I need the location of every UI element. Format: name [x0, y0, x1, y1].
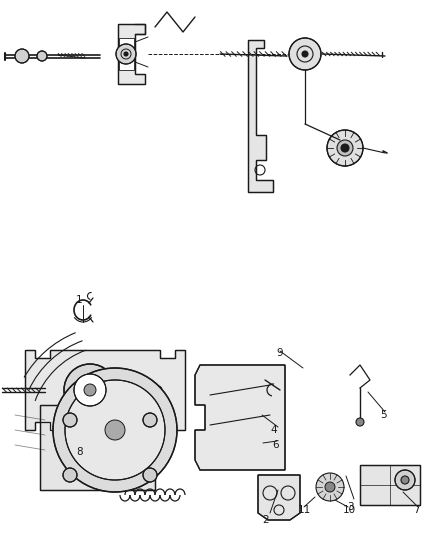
Circle shape	[341, 144, 349, 152]
Polygon shape	[195, 365, 285, 470]
Text: 11: 11	[298, 505, 311, 515]
Circle shape	[302, 51, 308, 57]
Text: 3: 3	[347, 502, 353, 512]
Polygon shape	[25, 350, 185, 430]
Text: 7: 7	[413, 505, 420, 515]
Text: 1: 1	[76, 295, 83, 305]
Circle shape	[64, 364, 116, 416]
Text: 10: 10	[343, 505, 356, 515]
Circle shape	[116, 44, 136, 64]
Text: 2: 2	[262, 515, 268, 525]
Circle shape	[316, 473, 344, 501]
Circle shape	[356, 418, 364, 426]
Polygon shape	[248, 40, 273, 192]
Polygon shape	[119, 38, 134, 70]
Circle shape	[53, 368, 177, 492]
Circle shape	[124, 52, 128, 56]
Circle shape	[63, 413, 77, 427]
Polygon shape	[40, 405, 155, 490]
Polygon shape	[118, 24, 145, 84]
Circle shape	[74, 374, 106, 406]
Circle shape	[84, 384, 96, 396]
Text: 8: 8	[76, 447, 83, 457]
Circle shape	[401, 476, 409, 484]
Text: 6: 6	[272, 440, 279, 450]
Circle shape	[325, 482, 335, 492]
Circle shape	[395, 470, 415, 490]
Circle shape	[105, 420, 125, 440]
Circle shape	[15, 49, 29, 63]
Circle shape	[63, 468, 77, 482]
Text: 4: 4	[270, 425, 277, 435]
Circle shape	[337, 140, 353, 156]
Text: 9: 9	[276, 348, 283, 358]
Circle shape	[37, 51, 47, 61]
Polygon shape	[360, 465, 420, 505]
Text: 5: 5	[380, 410, 387, 420]
Circle shape	[289, 38, 321, 70]
Circle shape	[154, 386, 162, 394]
Circle shape	[327, 130, 363, 166]
Polygon shape	[258, 475, 300, 520]
Circle shape	[143, 413, 157, 427]
Circle shape	[65, 380, 165, 480]
Circle shape	[143, 468, 157, 482]
